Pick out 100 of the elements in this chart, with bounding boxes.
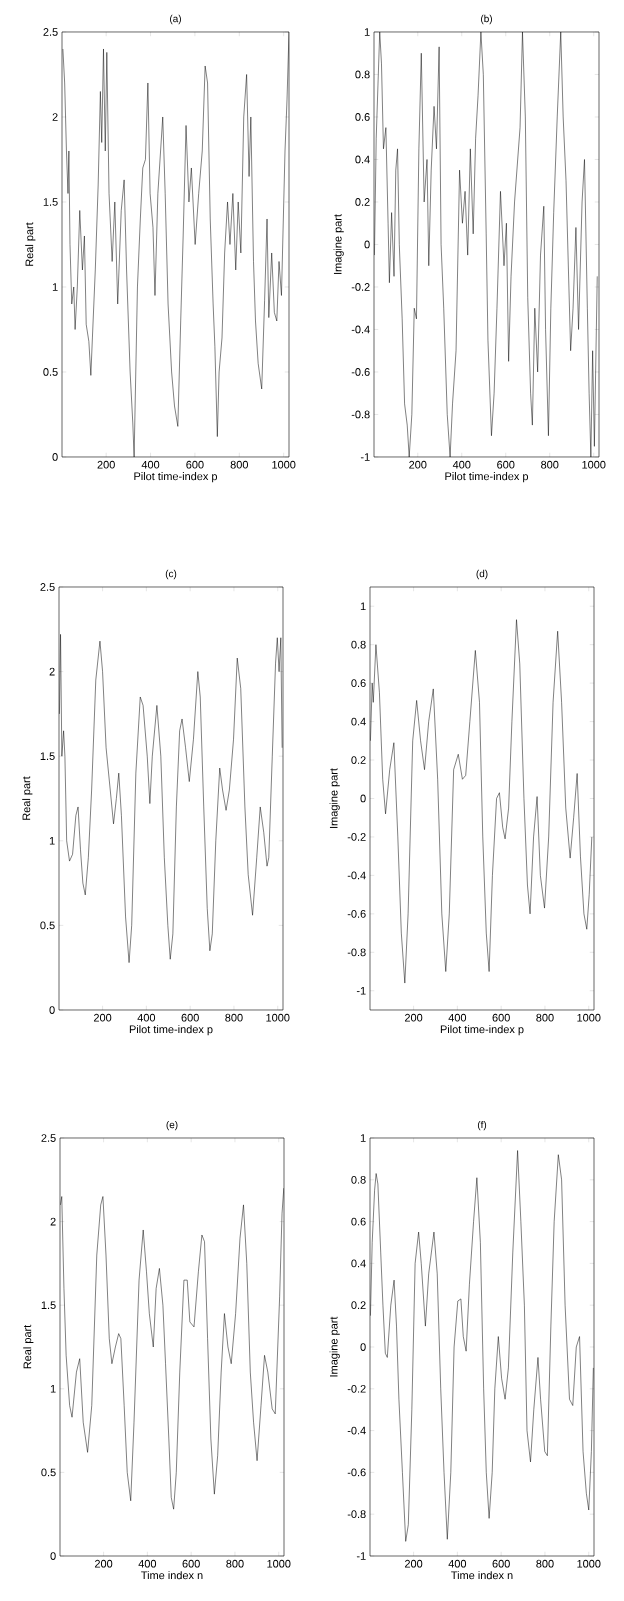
y-tick-label: 0.2 — [355, 198, 370, 206]
y-tick-label: 0 — [360, 1343, 366, 1351]
y-tick-label: 2 — [49, 667, 55, 676]
y-tick-label: 1 — [364, 28, 370, 36]
y-tick-label: -1 — [356, 987, 366, 995]
y-tick-label: 0 — [50, 1552, 56, 1560]
y-tick-label: 1.5 — [43, 198, 58, 206]
x-axis-title: Pilot time-index p — [129, 1025, 213, 1036]
y-tick-label: -0.2 — [347, 1384, 366, 1393]
y-tick-label: 2 — [52, 113, 58, 121]
y-axis-title: Real part — [22, 776, 33, 820]
x-tick-label: 1000 — [266, 1013, 290, 1022]
chart-title: (c) — [165, 569, 177, 580]
x-tick-label: 400 — [452, 460, 471, 469]
y-tick-label: 0.8 — [355, 70, 370, 79]
x-axis-title: Pilot time-index p — [445, 472, 529, 483]
y-tick-label: 0.6 — [351, 679, 366, 688]
y-tick-label: 0 — [364, 240, 370, 249]
y-tick-label: -1 — [356, 1552, 366, 1560]
y-tick-label: -0.4 — [347, 1426, 366, 1435]
chart-title: (e) — [166, 1120, 178, 1131]
y-tick-label: -0.2 — [351, 283, 370, 291]
x-tick-label: 600 — [181, 1013, 199, 1022]
x-tick-label: 400 — [137, 1013, 156, 1022]
y-tick-label: 0 — [49, 1006, 55, 1014]
x-tick-label: 600 — [497, 460, 515, 469]
x-tick-label: 600 — [186, 460, 204, 469]
x-axis-title: Pilot time-index p — [440, 1025, 524, 1036]
x-axis-title: Time index n — [451, 1571, 513, 1580]
y-tick-label: 0.8 — [351, 640, 366, 649]
y-tick-label: 0.5 — [41, 1468, 56, 1477]
x-tick-label: 400 — [141, 460, 160, 469]
y-axis-title: Imagine part — [329, 1316, 340, 1377]
x-axis-title: Pilot time-index p — [134, 472, 218, 483]
x-tick-label: 1000 — [267, 1559, 291, 1568]
x-tick-label: 800 — [541, 460, 559, 469]
y-tick-label: 2.5 — [41, 1134, 56, 1142]
x-tick-label: 600 — [492, 1559, 510, 1568]
y-tick-label: 0 — [360, 794, 366, 803]
x-axis-title: Time index n — [141, 1571, 203, 1580]
x-tick-label: 1000 — [577, 1013, 601, 1022]
chart-title: (a) — [170, 14, 181, 25]
x-tick-label: 200 — [97, 460, 115, 469]
y-tick-label: 0.2 — [351, 1301, 366, 1310]
x-tick-label: 800 — [230, 460, 248, 469]
x-tick-label: 600 — [492, 1013, 510, 1022]
y-tick-label: -0.6 — [347, 1468, 366, 1477]
y-tick-label: 0.4 — [355, 155, 370, 164]
y-tick-label: 0.5 — [40, 921, 55, 930]
y-tick-label: 0.2 — [351, 756, 366, 764]
y-tick-label: 0.4 — [351, 1259, 366, 1268]
y-tick-label: 1 — [360, 1134, 366, 1142]
y-axis-title: Imagine part — [333, 214, 344, 274]
y-tick-label: -0.6 — [351, 368, 370, 376]
x-tick-label: 200 — [404, 1013, 423, 1022]
y-tick-label: -0.8 — [347, 1510, 366, 1519]
y-tick-label: 2.5 — [43, 28, 58, 36]
chart-title: (b) — [481, 14, 492, 25]
y-tick-label: 2 — [50, 1217, 56, 1226]
y-tick-label: 1 — [50, 1385, 56, 1393]
y-axis-title: Imagine part — [329, 768, 340, 828]
y-tick-label: -0.4 — [351, 325, 370, 334]
y-tick-label: 0.6 — [355, 113, 370, 121]
y-axis-title: Real part — [23, 1324, 34, 1369]
x-tick-label: 200 — [404, 1559, 423, 1568]
x-tick-label: 200 — [409, 460, 427, 469]
x-tick-label: 400 — [138, 1559, 157, 1568]
y-tick-label: -0.8 — [351, 410, 370, 419]
x-tick-label: 400 — [448, 1013, 467, 1022]
y-tick-label: 1 — [360, 602, 366, 610]
y-axis-title: Real part — [25, 222, 36, 266]
y-tick-label: 0.6 — [351, 1217, 366, 1226]
y-tick-label: 0.4 — [351, 717, 366, 726]
y-tick-label: -0.6 — [347, 909, 366, 918]
chart-title: (f) — [477, 1120, 487, 1131]
y-tick-label: 1 — [49, 837, 55, 845]
x-tick-label: 1000 — [272, 460, 296, 469]
y-tick-label: -0.2 — [347, 833, 366, 841]
x-tick-label: 400 — [448, 1559, 467, 1568]
x-tick-label: 800 — [226, 1559, 244, 1568]
y-tick-label: 1 — [52, 283, 58, 291]
y-tick-label: -1 — [360, 453, 370, 461]
y-tick-label: -0.4 — [347, 871, 366, 880]
y-tick-label: 1.5 — [40, 752, 55, 761]
x-tick-label: 800 — [536, 1559, 554, 1568]
line-series — [62, 31, 289, 457]
y-tick-label: 0.8 — [351, 1175, 366, 1184]
x-tick-label: 1000 — [577, 1559, 601, 1568]
x-tick-label: 200 — [94, 1559, 113, 1568]
chart-title: (d) — [476, 569, 488, 580]
x-tick-label: 200 — [93, 1013, 112, 1022]
y-tick-label: 1.5 — [41, 1301, 56, 1310]
x-tick-label: 800 — [225, 1013, 243, 1022]
x-tick-label: 800 — [536, 1013, 554, 1022]
y-tick-label: -0.8 — [347, 948, 366, 957]
x-tick-label: 1000 — [582, 460, 606, 469]
line-series — [374, 31, 598, 457]
x-tick-label: 600 — [182, 1559, 200, 1568]
y-tick-label: 0.5 — [43, 368, 58, 376]
y-tick-label: 0 — [52, 453, 58, 461]
